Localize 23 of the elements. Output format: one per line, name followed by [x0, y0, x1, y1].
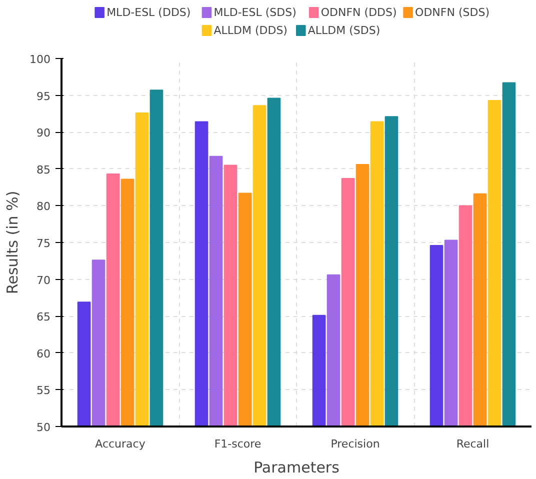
- legend-label: ALLDM (SDS): [308, 24, 380, 37]
- legend-label: ODNFN (DDS): [320, 6, 397, 19]
- y-tick-label: 80: [36, 200, 51, 214]
- legend-label: MLD-ESL (DDS): [106, 6, 191, 19]
- y-axis-title: Results (in %): [4, 190, 22, 294]
- y-tick-label: 85: [36, 163, 51, 176]
- x-tick-label: Precision: [330, 438, 380, 450]
- legend-label: MLD-ESL (SDS): [214, 6, 296, 19]
- y-tick-label: 95: [36, 90, 51, 103]
- y-tick-label: 50: [36, 421, 51, 434]
- y-tick-label: 60: [36, 347, 51, 360]
- y-tick-label: 75: [36, 237, 51, 250]
- x-tick-label: Accuracy: [95, 438, 146, 450]
- legend-label: ALLDM (DDS): [214, 24, 288, 37]
- y-tick-label: 70: [36, 274, 51, 287]
- x-axis-title: Parameters: [254, 458, 340, 476]
- x-tick-label: Recall: [456, 438, 490, 450]
- y-tick-label: 65: [36, 310, 51, 324]
- y-tick-label: 55: [36, 384, 51, 398]
- x-tick-label: F1-score: [214, 438, 262, 450]
- y-tick-label: 90: [36, 126, 51, 140]
- legend-label: ODNFN (SDS): [415, 6, 490, 19]
- y-tick-label: 100: [30, 53, 51, 66]
